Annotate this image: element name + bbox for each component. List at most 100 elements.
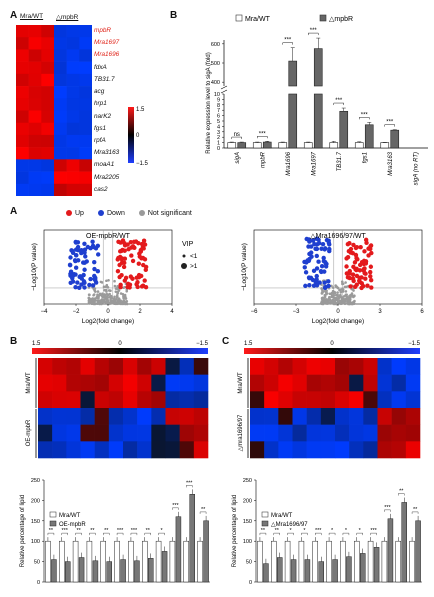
vip-small-label: <1 (190, 253, 198, 260)
gene-label: narK2 (94, 112, 112, 120)
point-not-significant (106, 286, 110, 289)
y-tick-label: 200 (243, 498, 252, 504)
lipid-heatmap-cell (405, 424, 421, 442)
point-down (76, 248, 81, 253)
x-tick-label: TB31.7 (337, 151, 343, 171)
point-up (141, 246, 146, 251)
point-not-significant (109, 294, 113, 298)
bar-wt (86, 540, 93, 583)
sig-label: *** (117, 528, 124, 534)
lipid-heatmap-cell (193, 424, 209, 442)
point-down (326, 279, 331, 284)
sig-label: ** (76, 528, 81, 534)
point-down (314, 236, 319, 241)
bar-mut (401, 502, 407, 583)
y-tick-label: 2 (217, 135, 220, 141)
point-down (312, 241, 317, 247)
point-down (92, 266, 97, 272)
bar-mut (277, 557, 283, 583)
point-down (73, 284, 78, 290)
lipid-heatmap-cell (292, 441, 307, 459)
bar-mut (92, 560, 99, 583)
point-not-significant (336, 300, 340, 304)
sig-label: *** (310, 28, 318, 34)
point-not-significant (105, 297, 109, 300)
heatmap-cell (16, 37, 29, 50)
heatmap-cell (66, 86, 80, 99)
sig-label: *** (186, 480, 193, 486)
point-down (311, 268, 317, 274)
point-not-significant (122, 300, 126, 304)
point-not-significant (98, 293, 102, 297)
point-down (67, 262, 73, 268)
point-up (141, 238, 147, 243)
sig-bracket (199, 511, 207, 514)
heatmap-cell (66, 159, 80, 172)
heatmap-cell (54, 134, 67, 148)
point-not-significant (92, 302, 95, 305)
lipid-heatmap-cell (335, 441, 350, 459)
point-not-significant (327, 301, 331, 305)
heatmap-cell (79, 183, 92, 196)
y-tick-label: 500 (211, 61, 220, 67)
lipid-heatmap-cell (193, 408, 209, 425)
lipid-heatmap-cell (363, 424, 378, 442)
lipid-heatmap-cell (94, 424, 110, 442)
point-down (70, 273, 76, 278)
lipid-heatmap-cell (349, 391, 364, 409)
legend-mut-swatch (261, 520, 269, 527)
point-up (115, 257, 120, 262)
point-not-significant (88, 293, 91, 297)
lipid-heatmap-cell (38, 374, 53, 392)
y-tick-label: 0 (37, 580, 40, 586)
lipid-heatmap-cell (377, 441, 392, 459)
point-down (319, 269, 324, 275)
sig-bracket (328, 532, 336, 536)
bar-mut-lower (288, 93, 298, 149)
bar-mut (65, 561, 71, 583)
sig-label: ** (201, 507, 206, 513)
lipid-heatmap-cell (66, 374, 81, 392)
heatmap-cell (28, 171, 42, 185)
heatmap-cell (41, 61, 55, 75)
point-not-significant (94, 297, 97, 300)
sig-bracket (356, 532, 363, 536)
heatmap-cell (28, 98, 42, 111)
lipid-heatmap-cell (52, 424, 67, 442)
heatmap-cell (16, 49, 29, 62)
lipid-heatmap-cell (80, 374, 95, 392)
point-down (321, 255, 326, 261)
point-not-significant (324, 289, 327, 293)
legend-down: Down (97, 210, 125, 217)
lipid-heatmap-cell (320, 424, 336, 442)
heatmap-cell (79, 49, 92, 62)
point-not-significant (113, 279, 116, 283)
lipid-heatmap-cell (335, 424, 350, 442)
point-up (128, 274, 134, 279)
heatmap-cell (54, 183, 67, 196)
bar-mut (364, 124, 374, 149)
lipid-heatmap-cell (137, 441, 152, 459)
volcano-frame (43, 229, 173, 305)
scale-mid: 0 (136, 133, 140, 139)
heatmap-cell (41, 25, 55, 38)
heatmap-col-label-mut: △mpbR (56, 14, 79, 21)
volcano-plot-oe-mpbr: OE-mpbR/WT −4 −2 0 2 4 Log2(fold change) −Log10… (31, 229, 198, 325)
point-down (323, 261, 329, 267)
point-not-significant (116, 299, 120, 303)
lipid-heatmap-cell (66, 424, 81, 442)
point-not-significant (113, 295, 116, 299)
lipid-heatmap-cell (391, 391, 407, 409)
point-down (90, 283, 96, 288)
sig-label: * (331, 528, 334, 534)
point-down (92, 276, 97, 282)
bar-wt (271, 540, 277, 583)
point-not-significant (94, 290, 97, 293)
y-axis-label: −Log10(P value) (31, 243, 38, 291)
lipid-heatmap-cell (349, 424, 364, 442)
point-not-significant (124, 297, 128, 300)
volcano-frame (253, 229, 423, 305)
heatmap-cell (41, 171, 55, 185)
sig-bracket (359, 117, 370, 120)
bar-mut (203, 520, 209, 583)
